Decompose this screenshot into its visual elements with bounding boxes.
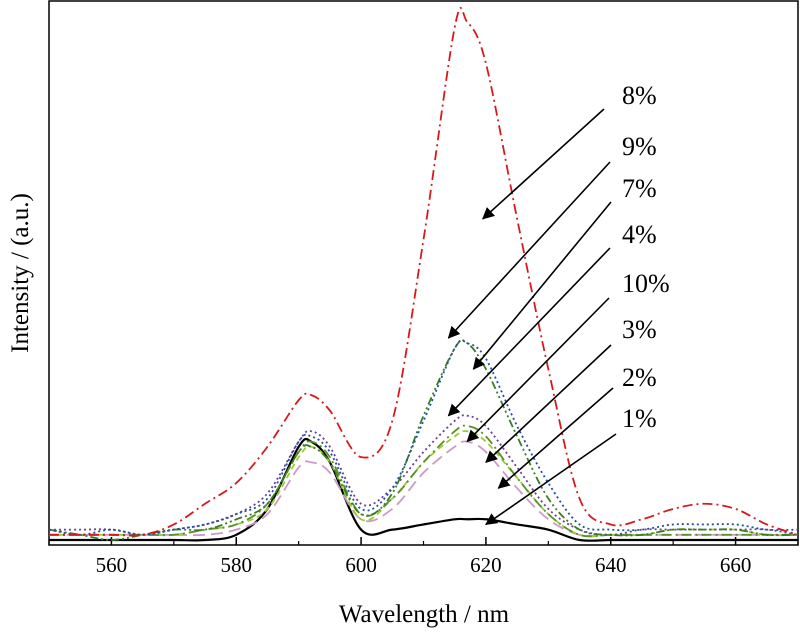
- series-label: 10%: [622, 269, 670, 298]
- arrow-icon: [497, 387, 614, 489]
- series-line-3pct: [49, 430, 798, 538]
- series-label: 7%: [622, 174, 657, 203]
- series-label: 8%: [622, 81, 657, 110]
- arrow-icon: [466, 297, 610, 443]
- series-line-1pct: [49, 437, 798, 542]
- series-line-8pct: [49, 7, 798, 537]
- series-label: 2%: [622, 363, 657, 392]
- x-tick-label: 600: [345, 553, 377, 577]
- annotations: 8% 9% 7% 4% 10% 3% 2% 1%: [447, 81, 670, 526]
- series-line-10pct: [49, 424, 798, 538]
- x-axis-title: Wavelength / nm: [339, 601, 510, 628]
- arrow-icon: [485, 433, 617, 526]
- arrow-icon: [485, 344, 612, 463]
- x-tick-label: 620: [470, 553, 502, 577]
- series-lines: [49, 7, 798, 542]
- y-axis-title: Intensity / (a.u.): [7, 193, 34, 353]
- x-tick-label: 580: [221, 553, 253, 577]
- series-line-4pct: [49, 414, 798, 536]
- x-tick-label: 640: [595, 553, 627, 577]
- plot-frame: [48, 0, 799, 546]
- series-label: 1%: [622, 404, 657, 433]
- arrow-icon: [472, 201, 612, 370]
- arrow-icon: [447, 161, 611, 339]
- arrow-icon: [482, 108, 605, 220]
- series-line-7pct: [49, 339, 798, 541]
- x-axis: 560 580 600 620 640 660: [48, 537, 799, 577]
- arrow-icon: [447, 247, 611, 417]
- series-label: 9%: [622, 132, 657, 161]
- series-label: 4%: [622, 220, 657, 249]
- x-tick-label: 660: [720, 553, 752, 577]
- series-label: 3%: [622, 315, 657, 344]
- series-line-2pct: [49, 440, 798, 537]
- x-tick-label: 560: [96, 553, 128, 577]
